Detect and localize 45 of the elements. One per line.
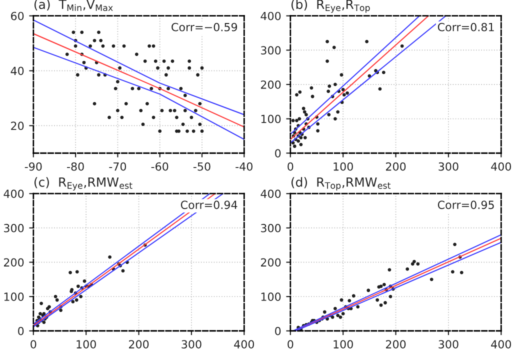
- annotation: Corr=0.94: [180, 200, 238, 210]
- y-tick-label: 0: [275, 149, 281, 158]
- y-tick-label: 0: [18, 326, 24, 336]
- x-tick-label: 100: [76, 340, 96, 349]
- chart-title: (c) R$_{Eye}$,RMW$_{est}$: [34, 177, 132, 191]
- x-tick-label: 0: [288, 340, 294, 349]
- annotation: Corr=−0.59: [172, 22, 238, 32]
- y-tick-label: 60: [11, 12, 24, 20]
- x-tick-label: -80: [67, 162, 84, 171]
- y-tick-label: 300: [261, 46, 281, 55]
- x-tick-label: 300: [182, 340, 202, 349]
- x-tick-label: 100: [334, 162, 353, 171]
- y-tick-label: 300: [261, 224, 281, 232]
- x-tick-label: 300: [438, 340, 458, 349]
- annotation: Corr=0.95: [438, 200, 494, 210]
- x-tick-label: 200: [386, 340, 406, 349]
- y-tick-label: 400: [4, 190, 24, 198]
- x-tick-label: 200: [128, 340, 149, 349]
- x-tick-label: -70: [109, 162, 126, 171]
- x-tick-label: -40: [236, 162, 252, 171]
- x-tick-label: 400: [491, 162, 512, 171]
- y-tick-label: 20: [11, 122, 24, 130]
- annotation: Corr=0.81: [438, 22, 494, 32]
- y-tick-label: 400: [260, 190, 281, 198]
- y-tick-label: 100: [4, 292, 24, 301]
- x-tick-label: 100: [334, 340, 353, 349]
- x-tick-label: -60: [151, 162, 168, 171]
- x-tick-label: -50: [193, 162, 210, 171]
- x-tick-label: 400: [491, 340, 512, 349]
- y-tick-label: 200: [4, 258, 24, 267]
- y-tick-label: 100: [261, 114, 281, 124]
- x-tick-label: 0: [30, 340, 36, 349]
- x-tick-label: -90: [24, 162, 42, 171]
- x-tick-label: 0: [288, 162, 294, 171]
- x-tick-label: 400: [234, 340, 254, 349]
- y-tick-label: 100: [261, 292, 281, 301]
- y-tick-label: 200: [260, 258, 281, 267]
- x-tick-label: 300: [438, 162, 458, 171]
- x-tick-label: 200: [386, 162, 406, 171]
- y-tick-label: 200: [260, 80, 281, 89]
- y-tick-label: 0: [275, 326, 281, 336]
- y-tick-label: 400: [260, 12, 281, 20]
- y-tick-label: 300: [4, 224, 24, 232]
- y-tick-label: 40: [10, 66, 24, 76]
- chart-title: (d) R$_{Top}$,RMW$_{est}$: [291, 177, 391, 191]
